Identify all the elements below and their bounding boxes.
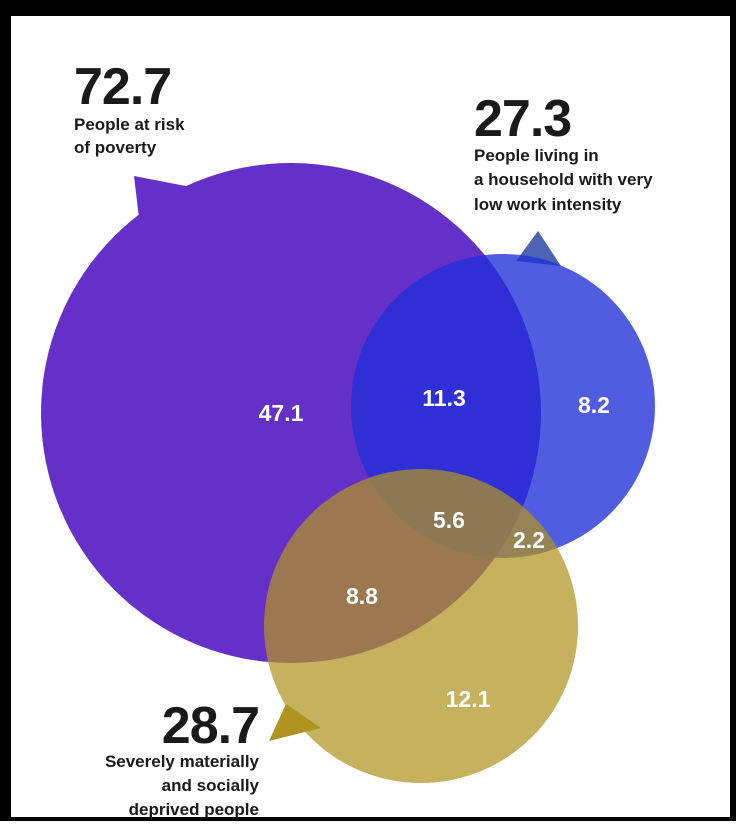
venn-diagram: 47.1 11.3 8.2 5.6 2.2 8.8 12.1 72.7 Peop… [41,58,655,819]
work-intensity-label-line-3: low work intensity [474,195,622,214]
poverty-callout-tail [134,176,196,218]
region-value-deprived-only: 12.1 [446,686,491,712]
poverty-label-line-1: People at risk [74,115,185,134]
region-value-poverty-only: 47.1 [259,400,304,426]
deprived-bubble [264,469,578,783]
deprived-label-line-2: and socially [162,776,260,795]
deprived-circle [264,469,578,783]
region-value-work-only: 8.2 [578,392,610,418]
poverty-label-line-2: of poverty [74,138,157,157]
region-value-work-and-deprived: 2.2 [513,527,545,553]
region-value-all-three: 5.6 [433,507,465,533]
work-intensity-label-line-2: a household with very [474,170,653,189]
region-value-poverty-and-work: 11.3 [422,385,466,411]
deprived-callout-tail [269,704,321,741]
poverty-total: 72.7 [74,58,171,116]
deprived-total: 28.7 [162,697,259,755]
region-value-poverty-and-deprived: 8.8 [346,583,378,609]
work-intensity-label-line-1: People living in [474,146,599,165]
deprived-label-line-3: deprived people [129,800,259,819]
work-intensity-total: 27.3 [474,90,571,148]
deprived-label-line-1: Severely materially [105,752,260,771]
